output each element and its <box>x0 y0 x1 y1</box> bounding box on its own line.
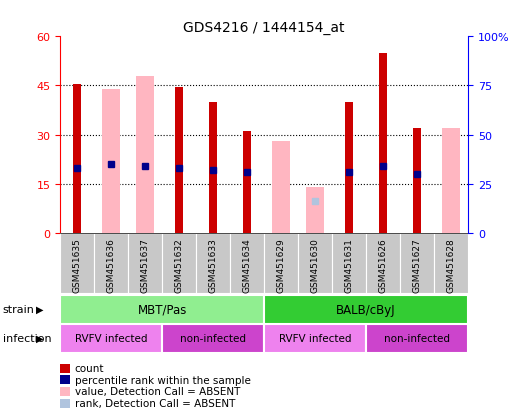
Text: GSM451632: GSM451632 <box>175 237 184 292</box>
Bar <box>306 188 324 233</box>
Text: ▶: ▶ <box>36 304 43 314</box>
Bar <box>264 233 298 293</box>
Text: GSM451633: GSM451633 <box>209 237 218 292</box>
Bar <box>298 233 332 293</box>
Text: GSM451635: GSM451635 <box>73 237 82 292</box>
Text: GSM451636: GSM451636 <box>107 237 116 292</box>
Bar <box>175 88 183 233</box>
Text: RVFV infected: RVFV infected <box>279 334 351 344</box>
Text: MBT/Pas: MBT/Pas <box>138 303 187 316</box>
Bar <box>162 324 264 353</box>
Text: GSM451634: GSM451634 <box>243 237 252 292</box>
Title: GDS4216 / 1444154_at: GDS4216 / 1444154_at <box>184 21 345 35</box>
Text: value, Detection Call = ABSENT: value, Detection Call = ABSENT <box>75 387 240 396</box>
Text: GSM451630: GSM451630 <box>311 237 320 292</box>
Bar <box>136 76 154 233</box>
Bar <box>196 233 230 293</box>
Bar <box>332 233 366 293</box>
Bar <box>434 233 468 293</box>
Bar <box>379 54 387 233</box>
Text: rank, Detection Call = ABSENT: rank, Detection Call = ABSENT <box>75 398 235 408</box>
Bar <box>162 233 196 293</box>
Text: non-infected: non-infected <box>384 334 450 344</box>
Text: BALB/cByJ: BALB/cByJ <box>336 303 396 316</box>
Text: RVFV infected: RVFV infected <box>75 334 147 344</box>
Bar <box>60 295 264 324</box>
Bar <box>94 233 128 293</box>
Bar <box>264 295 468 324</box>
Text: GSM451629: GSM451629 <box>277 237 286 292</box>
Bar <box>73 85 81 233</box>
Bar <box>442 129 460 233</box>
Bar <box>102 90 120 233</box>
Text: GSM451626: GSM451626 <box>379 237 388 292</box>
Text: ▶: ▶ <box>36 333 43 343</box>
Text: strain: strain <box>3 305 35 315</box>
Bar <box>60 324 162 353</box>
Bar <box>272 142 290 233</box>
Bar <box>230 233 264 293</box>
Text: GSM451628: GSM451628 <box>447 237 456 292</box>
Text: GSM451637: GSM451637 <box>141 237 150 292</box>
Text: percentile rank within the sample: percentile rank within the sample <box>75 375 251 385</box>
Text: count: count <box>75 363 104 373</box>
Bar <box>413 129 421 233</box>
Bar <box>243 132 251 233</box>
Bar <box>209 102 217 233</box>
Bar <box>366 324 468 353</box>
Bar <box>400 233 434 293</box>
Text: infection: infection <box>3 334 51 344</box>
Bar <box>366 233 400 293</box>
Text: GSM451627: GSM451627 <box>413 237 422 292</box>
Bar <box>345 102 353 233</box>
Text: non-infected: non-infected <box>180 334 246 344</box>
Bar <box>60 233 94 293</box>
Text: GSM451631: GSM451631 <box>345 237 354 292</box>
Bar <box>264 324 366 353</box>
Bar <box>128 233 162 293</box>
